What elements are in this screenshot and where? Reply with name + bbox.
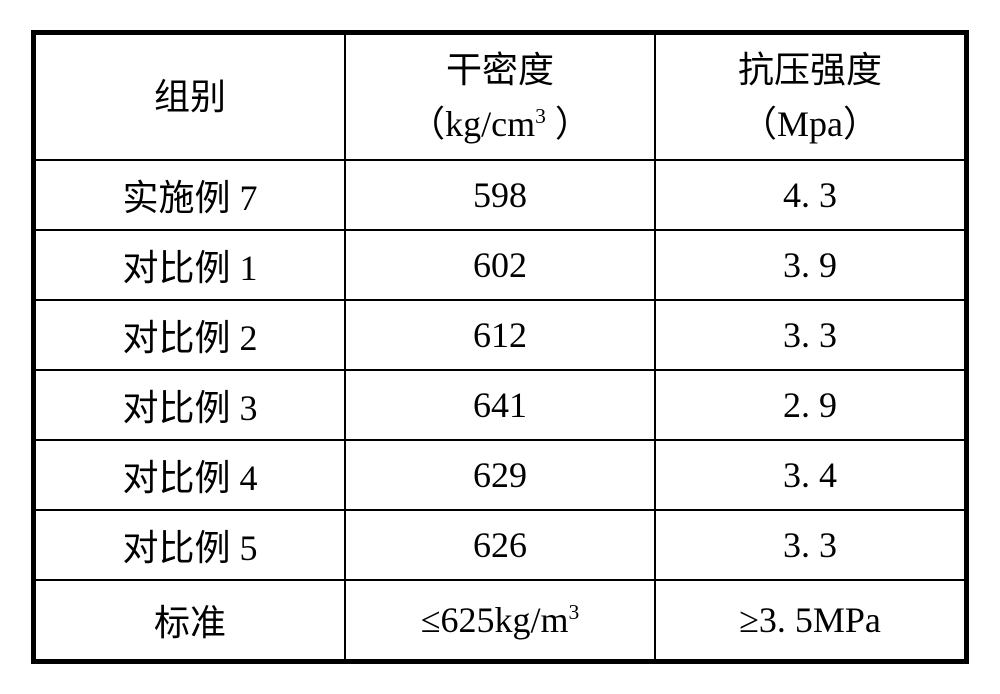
- table-row: 对比例 3 641 2. 9: [35, 370, 965, 440]
- cell-density: 626: [345, 510, 655, 580]
- cell-density: 612: [345, 300, 655, 370]
- header-density-sup: 3: [535, 104, 546, 128]
- header-strength: 抗压强度 （Mpa）: [655, 34, 965, 160]
- cell-strength: 3. 3: [655, 300, 965, 370]
- footer-density-prefix: ≤625kg/m: [421, 600, 569, 640]
- footer-density: ≤625kg/m3: [345, 580, 655, 660]
- cell-strength: 3. 3: [655, 510, 965, 580]
- footer-strength: ≥3. 5MPa: [655, 580, 965, 660]
- header-density-prefix: （kg/cm: [409, 104, 535, 144]
- table-header-row: 组别 干密度 （kg/cm3 ） 抗压强度 （Mpa）: [35, 34, 965, 160]
- data-table-container: 组别 干密度 （kg/cm3 ） 抗压强度 （Mpa） 实施例 7 598 4.…: [31, 30, 969, 664]
- table-row: 对比例 1 602 3. 9: [35, 230, 965, 300]
- header-density-line1: 干密度: [446, 50, 554, 90]
- header-density-suffix: ）: [546, 104, 591, 144]
- cell-density: 629: [345, 440, 655, 510]
- cell-strength: 4. 3: [655, 160, 965, 230]
- header-group-label: 组别: [154, 77, 226, 117]
- cell-strength: 3. 4: [655, 440, 965, 510]
- cell-group: 对比例 4: [35, 440, 345, 510]
- cell-group: 对比例 3: [35, 370, 345, 440]
- table-row: 对比例 4 629 3. 4: [35, 440, 965, 510]
- cell-group: 对比例 2: [35, 300, 345, 370]
- cell-strength: 3. 9: [655, 230, 965, 300]
- cell-group: 对比例 5: [35, 510, 345, 580]
- cell-density: 602: [345, 230, 655, 300]
- cell-density: 598: [345, 160, 655, 230]
- footer-label: 标准: [35, 580, 345, 660]
- header-density: 干密度 （kg/cm3 ）: [345, 34, 655, 160]
- cell-group: 对比例 1: [35, 230, 345, 300]
- table-row: 对比例 5 626 3. 3: [35, 510, 965, 580]
- data-table: 组别 干密度 （kg/cm3 ） 抗压强度 （Mpa） 实施例 7 598 4.…: [34, 33, 966, 661]
- table-row: 实施例 7 598 4. 3: [35, 160, 965, 230]
- table-row: 对比例 2 612 3. 3: [35, 300, 965, 370]
- table-footer-row: 标准 ≤625kg/m3 ≥3. 5MPa: [35, 580, 965, 660]
- cell-density: 641: [345, 370, 655, 440]
- footer-density-sup: 3: [568, 600, 579, 624]
- cell-group: 实施例 7: [35, 160, 345, 230]
- header-strength-line2: （Mpa）: [741, 104, 879, 144]
- header-group: 组别: [35, 34, 345, 160]
- cell-strength: 2. 9: [655, 370, 965, 440]
- header-strength-line1: 抗压强度: [738, 50, 882, 90]
